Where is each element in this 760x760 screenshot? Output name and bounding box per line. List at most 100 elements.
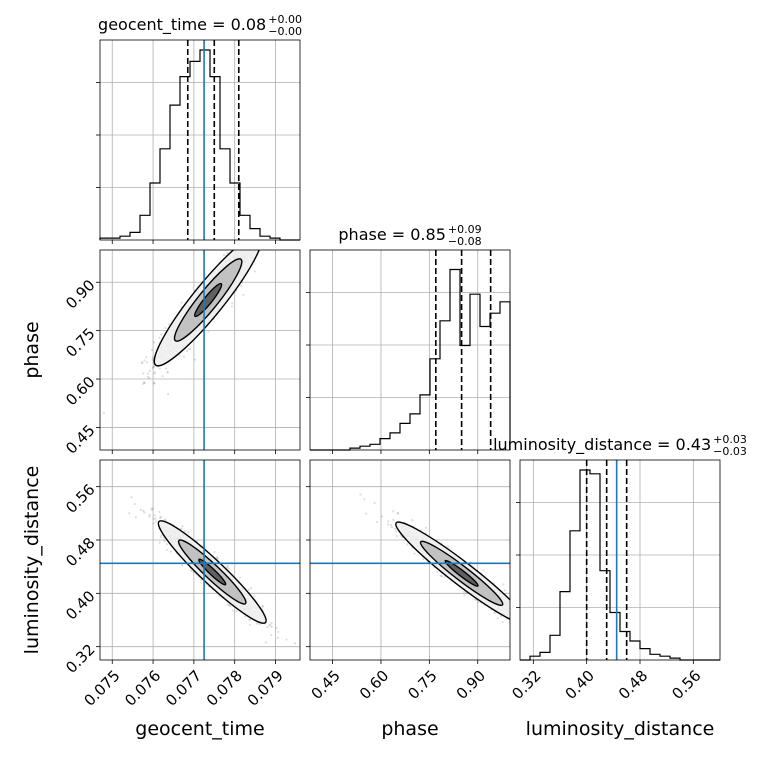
sample-point xyxy=(396,512,400,515)
sample-point xyxy=(422,557,425,561)
sample-point xyxy=(406,543,409,546)
sample-point xyxy=(148,377,151,380)
sample-point xyxy=(141,362,144,365)
sample-point xyxy=(537,622,539,624)
sample-point xyxy=(229,248,231,250)
sample-point xyxy=(143,382,146,385)
sample-point xyxy=(151,356,154,359)
panel-frame xyxy=(99,249,301,451)
sample-point xyxy=(242,241,244,243)
sample-point xyxy=(227,567,230,570)
sample-point xyxy=(249,237,251,239)
sample-point xyxy=(230,305,233,308)
sample-point xyxy=(523,612,525,614)
sample-point xyxy=(150,508,153,512)
x-tick-label: 0.079 xyxy=(244,667,287,710)
sample-point xyxy=(242,293,245,296)
sample-point xyxy=(244,240,246,242)
sample-point xyxy=(150,507,153,510)
sample-point xyxy=(207,330,210,333)
sample-point xyxy=(153,365,156,368)
sample-point xyxy=(245,231,247,233)
sample-point xyxy=(134,516,137,519)
sample-point xyxy=(152,341,156,344)
sample-point xyxy=(128,512,131,515)
x-tick-label: 0.48 xyxy=(615,667,651,703)
x-tick-label: 0.90 xyxy=(453,667,489,703)
sample-point xyxy=(152,522,155,525)
sample-point xyxy=(387,520,390,523)
sample-point xyxy=(193,358,197,361)
sample-point xyxy=(152,517,155,520)
sample-point xyxy=(216,556,219,559)
sample-point xyxy=(264,641,267,644)
sample-point xyxy=(261,605,264,608)
sample-point xyxy=(270,621,273,625)
sample-point xyxy=(162,536,165,540)
sample-point xyxy=(244,247,246,249)
sample-point xyxy=(556,642,558,644)
sample-point xyxy=(268,624,271,627)
contour-level-2 xyxy=(198,558,227,586)
sample-point xyxy=(511,607,513,609)
sample-point xyxy=(285,638,288,641)
sample-point xyxy=(250,242,252,244)
sample-point xyxy=(230,245,232,247)
sample-point xyxy=(241,242,243,244)
sample-point xyxy=(543,631,545,633)
sample-point xyxy=(496,616,499,620)
sample-point xyxy=(266,626,269,629)
x-tick-label: 0.075 xyxy=(80,667,123,710)
y-tick-label: 0.75 xyxy=(62,324,98,360)
sample-point xyxy=(187,347,190,351)
scatter-panel-geocent_time-phase xyxy=(96,195,301,454)
sample-point xyxy=(279,226,281,228)
sample-point xyxy=(190,569,193,573)
sample-point xyxy=(285,195,287,197)
sample-point xyxy=(265,240,267,242)
sample-point xyxy=(244,615,247,618)
sample-point xyxy=(142,372,145,375)
sample-point xyxy=(395,530,398,533)
sample-point xyxy=(541,641,543,643)
sample-point xyxy=(169,550,173,553)
sample-point xyxy=(510,610,512,612)
sample-point xyxy=(231,609,234,612)
sample-point xyxy=(183,530,187,533)
sample-point xyxy=(363,498,366,501)
sample-point xyxy=(264,227,266,229)
sample-point xyxy=(164,326,167,330)
x-tick-label: 0.40 xyxy=(562,667,598,703)
x-axis-label: phase xyxy=(381,718,438,740)
sample-point xyxy=(189,347,192,350)
sample-point xyxy=(482,569,485,572)
sample-point xyxy=(263,213,265,215)
sample-point xyxy=(163,518,167,521)
y-axis-label: luminosity_distance xyxy=(21,466,43,655)
title-geocent_time: geocent_time = 0.08 +0.00−0.00 xyxy=(98,13,302,38)
sample-point xyxy=(524,625,526,627)
sample-point xyxy=(477,601,480,604)
sample-point xyxy=(517,622,519,624)
sample-point xyxy=(270,226,272,228)
sample-point xyxy=(521,622,523,624)
panel-frame xyxy=(519,459,721,661)
sample-point xyxy=(140,361,143,364)
sample-point xyxy=(237,244,239,246)
sample-point xyxy=(534,632,536,634)
sample-point xyxy=(226,603,229,606)
sample-point xyxy=(257,240,259,242)
sample-point xyxy=(522,623,524,625)
x-axis-label: geocent_time xyxy=(135,718,264,740)
sample-point xyxy=(394,527,397,530)
sample-point xyxy=(530,628,532,630)
sample-point xyxy=(269,231,271,233)
sample-point xyxy=(511,612,513,614)
sample-point xyxy=(390,526,393,529)
sample-point xyxy=(396,512,399,515)
y-tick-label: 0.90 xyxy=(62,276,98,312)
sample-point xyxy=(253,595,256,598)
sample-point xyxy=(254,244,256,246)
sample-point xyxy=(165,367,168,370)
sample-point xyxy=(277,630,280,633)
